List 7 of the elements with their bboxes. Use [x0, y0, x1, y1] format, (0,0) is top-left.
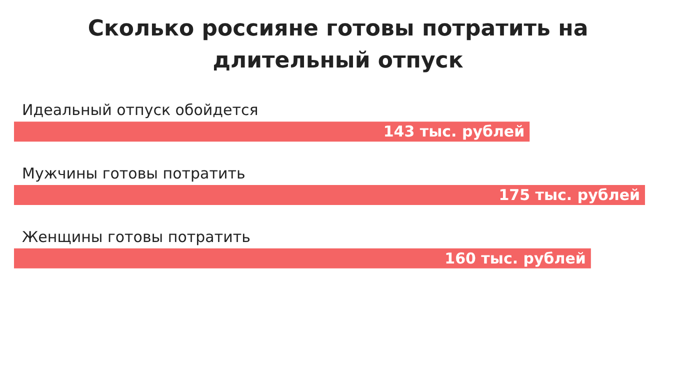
y-tick-label: Мужчины готовы потратить	[22, 164, 246, 182]
y-tick-label: Идеальный отпуск обойдется	[22, 101, 258, 120]
data-label: 143 тыс. рублей	[383, 122, 525, 141]
y-tick-label: Женщины готовы потратить	[22, 228, 250, 246]
data-label: 175 тыс. рублей	[498, 186, 640, 204]
chart-title: Сколько россияне готовы потратить на длительный отпуск	[88, 16, 588, 74]
data-label: 160 тыс. рублей	[444, 249, 586, 268]
